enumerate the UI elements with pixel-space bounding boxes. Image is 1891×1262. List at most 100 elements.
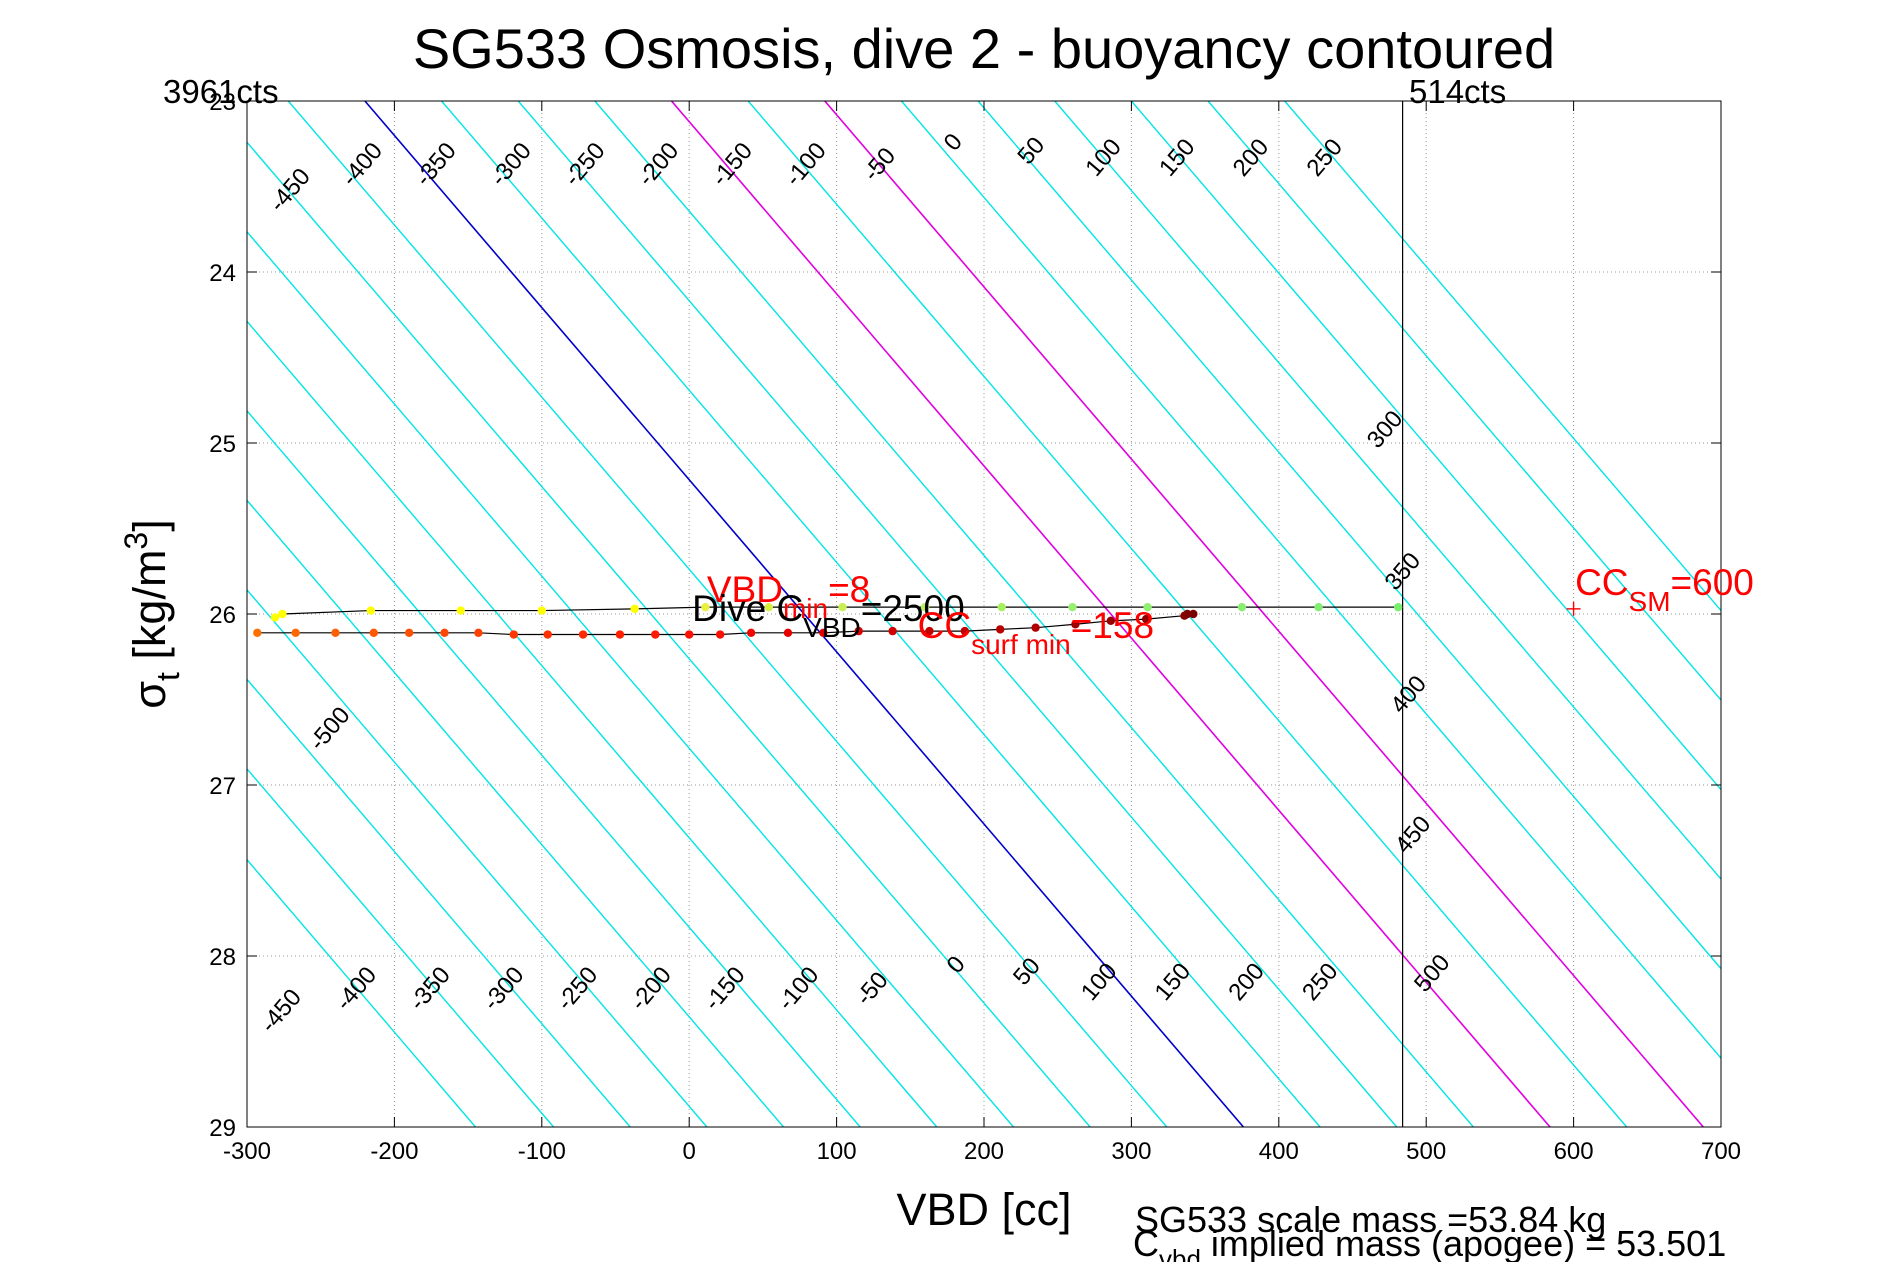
contour-line: [977, 101, 1721, 970]
annotation: VBDmin=8: [707, 569, 870, 624]
data-point: [1031, 623, 1040, 632]
annotation-main: CC: [1575, 562, 1628, 603]
contour-line: [247, 141, 1091, 1127]
y-tick-label: 25: [209, 431, 236, 458]
data-point: [331, 628, 340, 638]
contour-line: [247, 320, 938, 1127]
footer-scale-mass: SG533 scale mass =53.84 kg: [1135, 1199, 1606, 1240]
x-tick-label: -100: [518, 1138, 566, 1165]
top-right-count-label: 514cts: [1409, 73, 1506, 110]
data-point: [997, 602, 1006, 612]
footer-implied-mass-symbol: C: [1133, 1223, 1159, 1262]
y-tick-label: 24: [209, 260, 236, 287]
footer-implied-mass-text: implied mass (apogee) = 53.501: [1201, 1223, 1726, 1262]
y-tick-label: 27: [209, 773, 236, 800]
data-point: [630, 604, 639, 614]
contour-line: [517, 101, 1398, 1127]
cc-sm-marker: [1566, 601, 1581, 616]
y-axis-label-superscript: 3: [118, 532, 154, 550]
data-point: [838, 602, 847, 612]
y-axis-label-symbol: σ: [124, 681, 175, 709]
data-point: [1314, 602, 1323, 612]
x-tick-label: 600: [1554, 1138, 1594, 1165]
contour-line: [287, 101, 1168, 1127]
y-tick-label: 26: [209, 602, 236, 629]
grid: [247, 101, 1721, 1127]
data-point: [854, 626, 863, 636]
data-point: [1143, 602, 1152, 612]
contour-line: [1284, 101, 1721, 612]
data-point: [366, 606, 376, 615]
annotation: CCSM=600: [1575, 562, 1754, 617]
x-tick-label: 100: [817, 1138, 857, 1165]
annotation-value: =8: [828, 569, 870, 610]
contour-line: [824, 101, 1704, 1127]
data-point: [278, 609, 287, 619]
footer-implied-mass-subscript: vbd: [1159, 1244, 1201, 1262]
top-left-count-label: 3961cts: [163, 73, 279, 110]
data-point: [960, 626, 970, 636]
contour-line: [247, 230, 1015, 1127]
y-axis-label: σt [kg/m3]: [118, 519, 186, 709]
data-series: [253, 601, 1581, 639]
annotation-value: =158: [1071, 605, 1154, 646]
data-point: [819, 628, 828, 638]
data-point: [1189, 609, 1198, 619]
data-point: [253, 628, 262, 638]
x-tick-label: -300: [223, 1138, 271, 1165]
annotation-subscript: min: [783, 593, 828, 624]
data-point: [701, 602, 710, 612]
data-point: [543, 630, 552, 639]
axis-ticks: -300 -200 -100 0 100 200 300 400 500 600 700 23 24 25…: [209, 89, 1741, 1165]
y-tick-label: 29: [209, 1115, 236, 1142]
annotation-main: CC: [918, 605, 971, 646]
data-point: [1183, 609, 1192, 619]
data-point: [764, 602, 773, 612]
data-point: [783, 628, 793, 638]
data-point: [509, 630, 518, 639]
contour-line: [1207, 101, 1721, 702]
contour-line: [247, 588, 708, 1127]
data-point: [715, 630, 725, 639]
x-tick-label: 500: [1406, 1138, 1446, 1165]
data-point: [615, 630, 625, 639]
data-point: [996, 625, 1005, 634]
x-axis-label: VBD [cc]: [896, 1184, 1071, 1235]
x-tick-label: -200: [370, 1138, 418, 1165]
contour-line: [1054, 101, 1721, 881]
data-point: [1237, 602, 1247, 612]
series-line: [274, 606, 1399, 618]
contour-line: [670, 101, 1551, 1127]
data-point: [440, 628, 449, 638]
annotation-value: =600: [1671, 562, 1754, 603]
data-point: [685, 630, 694, 639]
data-point: [404, 628, 414, 638]
data-point: [888, 626, 897, 636]
contour-line: [594, 101, 1474, 1127]
data-point: [1393, 602, 1403, 612]
data-point: [925, 626, 934, 636]
contour-line: [247, 858, 477, 1127]
annotation-main: VBD: [707, 569, 783, 610]
data-point: [270, 613, 280, 622]
annotation-subscript: SM: [1629, 586, 1671, 617]
contour-line: [1130, 101, 1721, 791]
data-point: [537, 606, 546, 615]
data-point: [369, 628, 378, 638]
x-tick-label: 700: [1701, 1138, 1741, 1165]
data-point: [651, 630, 660, 639]
contour-line: [900, 101, 1721, 1060]
contour-line: [247, 409, 861, 1127]
contour-line: [247, 499, 785, 1127]
y-axis-label-unit: [kg/m: [124, 550, 175, 673]
footer-implied-mass: Cvbd implied mass (apogee) = 53.501: [1133, 1223, 1726, 1262]
annotation: Dive CVBD=2500: [692, 588, 965, 643]
annotation-subscript: VBD: [803, 612, 861, 643]
data-point: [1068, 602, 1077, 612]
annotation-subscript: surf min: [971, 629, 1071, 660]
data-point: [1106, 616, 1115, 626]
contour-line: [247, 767, 555, 1127]
data-point: [291, 628, 300, 638]
y-axis-label-subscript: t: [150, 672, 186, 681]
